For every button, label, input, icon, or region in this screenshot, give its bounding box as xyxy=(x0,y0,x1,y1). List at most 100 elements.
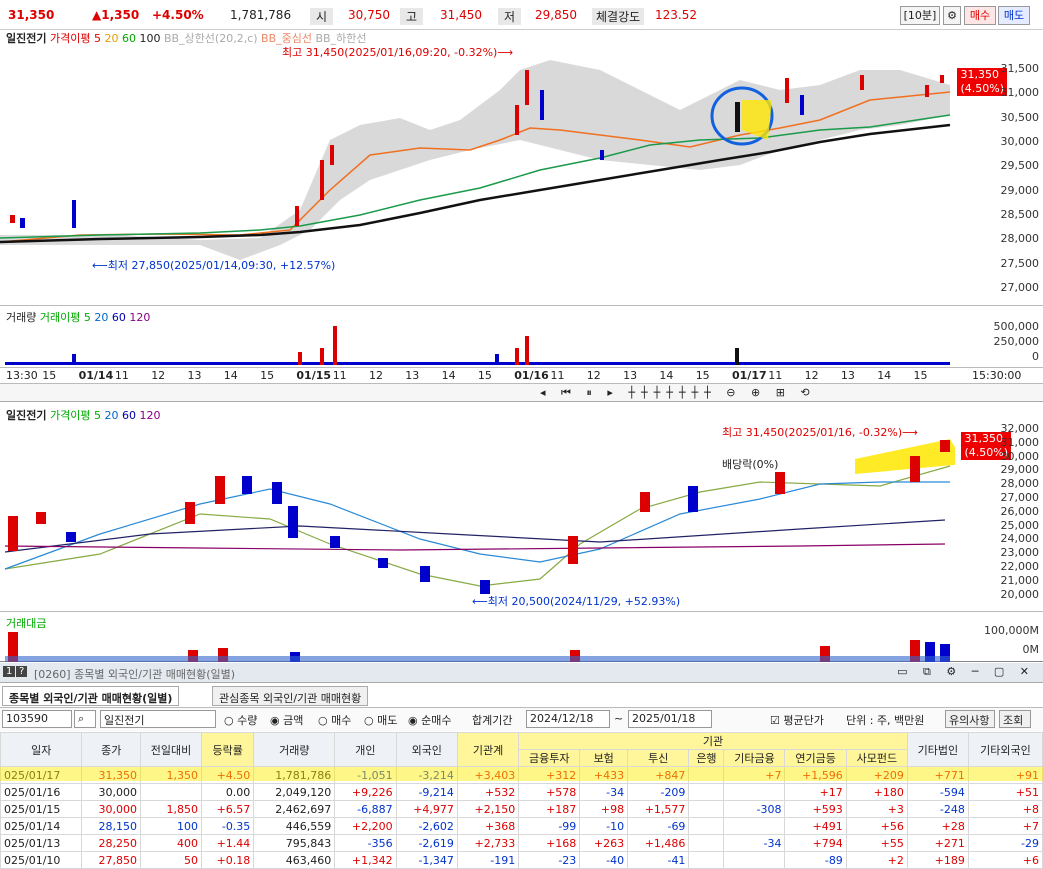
time-tick: 14 xyxy=(441,369,456,382)
table-cell xyxy=(723,851,786,869)
volume-bars xyxy=(5,326,950,365)
axis-tick: 25,000 xyxy=(1000,518,1040,532)
table-cell: 025/01/13 xyxy=(0,834,83,852)
avg-price-checkbox[interactable]: ☑ 평균단가 xyxy=(770,714,824,727)
column-header[interactable]: 등락률 xyxy=(200,732,255,767)
column-header[interactable]: 종가 xyxy=(81,732,141,767)
table-cell: +7 xyxy=(967,817,1043,835)
table-row[interactable]: 025/01/15 30,000 1,850 +6.57 2,462,697 -6,887… xyxy=(0,800,1043,818)
scroll-controls[interactable]: ◂ ⏮ ⏸ ▸ ┼┼┼┼┼┼┼ ⊖ ⊕ ⊞ ⟲ xyxy=(540,386,816,399)
help-icon[interactable]: ? xyxy=(16,666,28,677)
table-cell: 28,150 xyxy=(81,817,141,835)
column-subheader[interactable]: 은행 xyxy=(688,749,725,767)
axis-tick: 21,000 xyxy=(1000,573,1040,587)
column-header[interactable]: 기관계 xyxy=(456,732,520,767)
time-tick: 01/17 xyxy=(732,369,767,382)
table-row[interactable]: 025/01/1731,3501,350+4.501,781,786-1,051… xyxy=(0,766,1043,784)
column-header[interactable]: 기관 xyxy=(518,732,908,750)
unit-label: 단위 : 주, 백만원 xyxy=(846,714,925,727)
time-axis: 13:30 15 01/14 11 12 13 14 15 01/15 11 12 13 14 15 01/… xyxy=(0,368,1043,384)
table-row[interactable]: 025/01/10 27,850 50 +0.18 463,460 +1,342 -1,34… xyxy=(0,851,1043,869)
table-cell: +4,977 xyxy=(395,800,458,818)
search-icon[interactable]: ⌕ xyxy=(74,710,96,728)
sell-button[interactable]: 매도 xyxy=(998,6,1030,25)
table-row[interactable]: 025/01/13 28,250 400 +1.44 795,843 -356 -2,619… xyxy=(0,834,1043,852)
buy-radio[interactable]: ○ 매수 xyxy=(318,714,352,727)
table-cell: -99 xyxy=(518,817,581,835)
table-cell: +8 xyxy=(967,800,1043,818)
table-cell: 025/01/14 xyxy=(0,817,83,835)
intraday-price-chart[interactable]: 일진전기 가격이평 5 20 60 100 BB_상한선(20,2,c) BB_… xyxy=(0,30,1043,306)
table-row[interactable]: 025/01/16 30,000 0.00 2,049,120 +9,226 -9,214… xyxy=(0,783,1043,801)
to-date-input[interactable]: 2025/01/18 xyxy=(628,710,712,728)
interval-select[interactable]: [10분] xyxy=(900,6,940,25)
notice-button[interactable]: 유의사항 xyxy=(945,710,995,728)
table-cell: +168 xyxy=(518,834,581,852)
column-header[interactable]: 기타법인 xyxy=(906,732,969,767)
table-cell: +1,486 xyxy=(627,834,690,852)
table-cell: +1,577 xyxy=(627,800,690,818)
column-header[interactable]: 개인 xyxy=(334,732,397,767)
daily-stock-name: 일진전기 xyxy=(6,409,47,422)
table-cell: -594 xyxy=(906,783,969,801)
table-cell: 1,350 xyxy=(139,766,202,784)
volume-ma5: 5 xyxy=(83,311,91,324)
time-tick: 11 xyxy=(332,369,347,382)
table-cell: 100 xyxy=(139,817,202,835)
volume-ma20: 20 xyxy=(94,311,109,324)
tab-stock-daily[interactable]: 종목별 외국인/기관 매매현황(일별) xyxy=(2,686,180,706)
price-tag: 31,350 (4.50%) xyxy=(957,68,1007,96)
amount-radio[interactable]: ◉ 금액 xyxy=(270,714,304,727)
settings-icon[interactable]: ⚙ xyxy=(943,6,961,25)
low-value: 29,850 xyxy=(535,8,577,22)
table-cell xyxy=(688,834,725,852)
volume-ma120: 120 xyxy=(129,311,151,324)
query-button[interactable]: 조회 xyxy=(999,710,1031,728)
column-header[interactable]: 기타외국인 xyxy=(967,732,1043,767)
column-header[interactable]: 일자 xyxy=(0,732,83,767)
buy-button[interactable]: 매수 xyxy=(964,6,996,25)
net-radio[interactable]: ◉ 순매수 xyxy=(408,714,452,727)
column-subheader[interactable]: 금융투자 xyxy=(518,749,581,767)
window-titlebar: 1 ? [0260] 종목별 외국인/기관 매매현황(일별) ▭ ⧉ ⚙ ─ ▢… xyxy=(0,663,1043,683)
window-controls[interactable]: ▭ ⧉ ⚙ ─ ▢ ✕ xyxy=(897,665,1035,678)
column-subheader[interactable]: 연기금등 xyxy=(784,749,847,767)
daily-price-chart[interactable]: 일진전기 가격이평 5 20 60 120 최고 31,450(2025/01/… xyxy=(0,404,1043,612)
ma-label: 가격이평 xyxy=(49,32,91,45)
axis-tick: 31,500 xyxy=(1000,62,1040,75)
trade-amount-panel[interactable]: 거래대금 100,000M 0M xyxy=(0,612,1043,662)
daily-low-annotation: ⟵최저 20,500(2024/11/29, +52.93%) xyxy=(472,595,681,608)
sell-radio[interactable]: ○ 매도 xyxy=(364,714,398,727)
time-tick: 14 xyxy=(223,369,238,382)
axis-tick: 30,000 xyxy=(1000,134,1040,148)
table-cell: 2,049,120 xyxy=(253,783,336,801)
code-input[interactable]: 103590 xyxy=(2,710,72,728)
table-cell: -34 xyxy=(723,834,786,852)
table-cell: -29 xyxy=(967,834,1043,852)
qty-radio[interactable]: ○ 수량 xyxy=(224,714,258,727)
column-header[interactable]: 외국인 xyxy=(395,732,458,767)
table-cell: 025/01/16 xyxy=(0,783,83,801)
scroll-toolbar[interactable]: ◂ ⏮ ⏸ ▸ ┼┼┼┼┼┼┼ ⊖ ⊕ ⊞ ⟲ xyxy=(0,384,1043,402)
ma20-label: 20 xyxy=(104,32,119,45)
axis-tick: 31,000 xyxy=(1000,435,1040,449)
open-label: 시 xyxy=(310,8,334,25)
ma5-label: 5 xyxy=(93,32,101,45)
column-header[interactable]: 거래량 xyxy=(253,732,336,767)
ma60-label: 60 xyxy=(121,32,136,45)
volume-panel[interactable]: 거래량 거래이평 5 20 60 120 500,000 250,000 0 xyxy=(0,306,1043,368)
stock-name-field[interactable]: 일진전기 xyxy=(100,710,216,728)
axis-tick: 100,000M xyxy=(984,624,1039,637)
from-date-input[interactable]: 2024/12/18 xyxy=(526,710,610,728)
column-subheader[interactable]: 기타금융 xyxy=(723,749,786,767)
column-subheader[interactable]: 보험 xyxy=(579,749,629,767)
tab-watchlist[interactable]: 관심종목 외국인/기관 매매현황 xyxy=(212,686,369,706)
high-annotation: 최고 31,450(2025/01/16,09:20, -0.32%)⟶ xyxy=(282,46,514,59)
table-cell: +6.57 xyxy=(200,800,255,818)
column-subheader[interactable]: 사모펀드 xyxy=(845,749,908,767)
column-subheader[interactable]: 투신 xyxy=(627,749,690,767)
table-cell: 50 xyxy=(139,851,202,869)
table-cell: 28,250 xyxy=(81,834,141,852)
table-row[interactable]: 025/01/14 28,150 100 -0.35 446,559 +2,200 -2,6… xyxy=(0,817,1043,835)
column-header[interactable]: 전일대비 xyxy=(139,732,202,767)
